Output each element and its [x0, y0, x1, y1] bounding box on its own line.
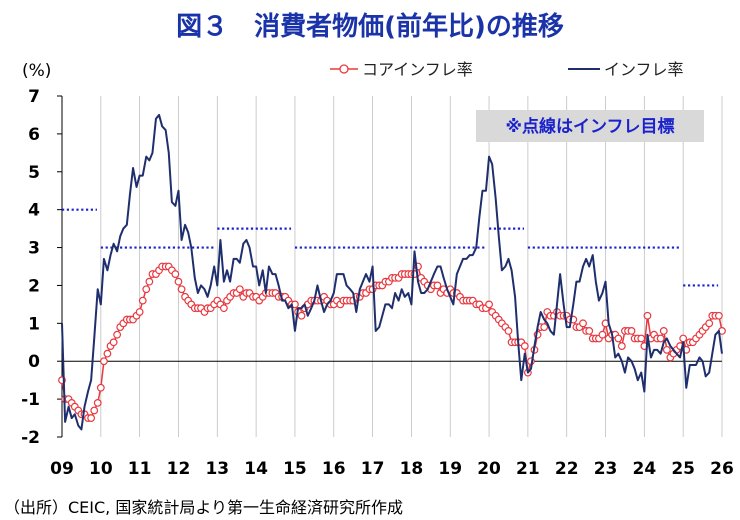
headline-inflation-series	[61, 113, 723, 431]
core-inflation-point	[714, 311, 723, 320]
x-tick-label: 18	[400, 459, 424, 479]
x-tick-label: 13	[205, 459, 229, 479]
core-inflation-point	[659, 327, 668, 335]
source-note: （出所）CEIC, 国家統計局より第一生命経済研究所作成	[4, 498, 404, 517]
core-inflation-point	[585, 327, 594, 335]
core-inflation-point	[643, 311, 652, 320]
core-inflation-point	[87, 414, 96, 422]
core-inflation-point	[219, 304, 228, 313]
core-inflation-point	[177, 285, 186, 294]
y-tick-label: 0	[28, 352, 40, 372]
annotation-box	[476, 110, 704, 142]
headline-inflation-line	[61, 113, 723, 431]
core-inflation-point	[614, 334, 623, 343]
x-tick-label: 15	[283, 459, 307, 479]
core-inflation-point	[705, 319, 714, 328]
core-inflation-point	[656, 334, 665, 343]
legend: コアインフレ率 インフレ率	[330, 60, 684, 79]
core-inflation-point	[627, 327, 636, 335]
x-tick-label: 10	[89, 459, 113, 479]
core-inflation-point	[142, 285, 151, 294]
core-inflation-point	[93, 399, 102, 407]
core-inflation-point	[174, 277, 183, 286]
core-inflation-line	[61, 264, 723, 419]
core-inflation-point	[171, 270, 180, 278]
core-inflation-point	[679, 334, 688, 343]
x-tick-label: 20	[477, 459, 501, 479]
core-inflation-point	[485, 300, 493, 309]
core-inflation-point	[637, 334, 646, 343]
x-tick-labels: 09 10 11 12 13 14 15 16 17 18 19 20 21 22 23 24 25 26	[50, 459, 734, 479]
x-tick-label: 22	[555, 459, 579, 479]
core-inflation-point	[662, 345, 671, 354]
y-tick-label: 1	[28, 314, 40, 334]
gridlines	[61, 96, 723, 437]
y-tick-label: 5	[28, 163, 40, 183]
y-tick-label: 3	[28, 239, 40, 259]
core-inflation-point	[235, 285, 244, 294]
core-inflation-point	[504, 327, 513, 335]
y-tick-label: 4	[28, 201, 40, 221]
core-inflation-point	[100, 357, 108, 366]
y-tick-label: 6	[28, 125, 40, 145]
core-inflation-point	[433, 281, 442, 290]
annotation-text: ※点線はインフレ目標	[505, 116, 674, 137]
x-tick-label: 24	[633, 459, 657, 479]
core-inflation-point	[579, 319, 587, 328]
y-tick-label: 7	[28, 87, 40, 107]
x-tick-label: 21	[516, 459, 540, 479]
x-tick-label: 26	[710, 459, 734, 479]
x-tick-label: 11	[128, 459, 152, 479]
x-tick-label: 25	[671, 459, 695, 479]
core-inflation-point	[109, 338, 118, 347]
y-tick-label: -1	[21, 390, 40, 410]
legend-headline-label: インフレ率	[604, 60, 684, 79]
core-inflation-point	[617, 342, 626, 350]
core-inflation-point	[135, 308, 144, 316]
core-inflation-point	[113, 330, 122, 339]
legend-core-marker	[339, 64, 349, 74]
y-tick-label: -2	[21, 428, 40, 448]
inflation-target-lines	[62, 208, 719, 287]
x-tick-label: 23	[594, 459, 618, 479]
x-tick-label: 12	[167, 459, 191, 479]
x-tick-label: 17	[361, 459, 385, 479]
x-tick-label: 14	[244, 459, 268, 479]
x-tick-label: 09	[50, 459, 74, 479]
x-tick-label: 19	[438, 459, 462, 479]
y-tick-label: 2	[28, 276, 40, 296]
core-inflation-point	[96, 383, 105, 392]
legend-core-label: コアインフレ率	[362, 60, 473, 79]
x-tick-label: 16	[322, 459, 346, 479]
core-inflation-point	[138, 296, 147, 305]
core-inflation-point	[540, 323, 549, 332]
chart-title: 図３ 消費者物価(前年比)の推移	[176, 12, 564, 42]
core-inflation-series	[58, 262, 726, 422]
core-inflation-point	[598, 330, 607, 339]
target-annotation: ※点線はインフレ目標	[476, 110, 704, 142]
y-axis-unit-label: (%)	[22, 61, 51, 81]
y-tick-labels: -2 -1 0 1 2 3 4 5 6 7	[21, 87, 62, 448]
core-inflation-point	[297, 311, 306, 320]
core-inflation-point	[145, 277, 154, 286]
core-inflation-point	[90, 406, 99, 415]
core-inflation-point	[103, 349, 112, 358]
core-inflation-point	[520, 342, 529, 350]
